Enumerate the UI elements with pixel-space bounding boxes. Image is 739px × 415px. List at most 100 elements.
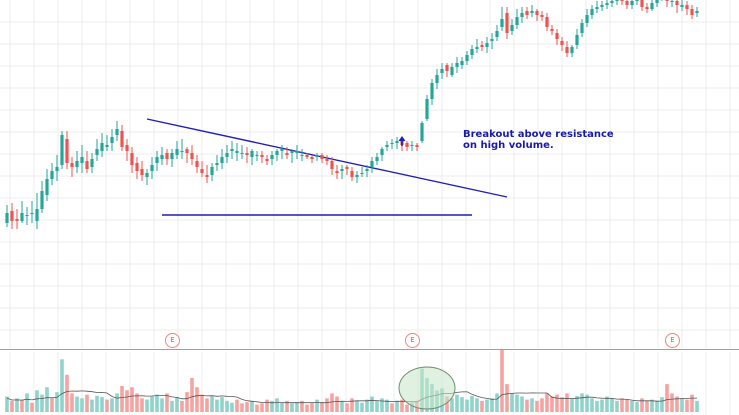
candle	[265, 155, 269, 165]
candle	[425, 95, 429, 121]
candle	[90, 153, 94, 173]
candle	[370, 157, 374, 173]
volume-bar	[685, 399, 689, 412]
candle-body	[475, 47, 479, 49]
candle-body	[685, 5, 689, 9]
volume-bar	[570, 398, 574, 412]
volume-bar	[220, 397, 224, 412]
volume-bar	[610, 398, 614, 412]
candle-body	[305, 155, 309, 157]
volume-bar	[15, 398, 19, 412]
candle	[350, 167, 354, 181]
volume-bar	[640, 398, 644, 412]
volume-bar	[305, 404, 309, 412]
candle	[480, 41, 484, 51]
candle-body	[530, 11, 534, 13]
candle-body	[645, 7, 649, 9]
volume-bar	[280, 402, 284, 412]
candle-body	[110, 137, 114, 143]
candle	[290, 149, 294, 163]
volume-bar	[535, 400, 539, 412]
candle-body	[320, 155, 324, 159]
candle-body	[230, 149, 234, 151]
candle-body	[95, 149, 99, 155]
volume-bar	[665, 384, 669, 412]
volume-bar	[200, 394, 204, 412]
candle	[330, 157, 334, 175]
earnings-marker[interactable]: E	[165, 333, 180, 348]
candle-body	[405, 143, 409, 147]
candle	[505, 7, 509, 39]
volume-bar	[590, 398, 594, 412]
candle	[115, 121, 119, 141]
candle-body	[335, 171, 339, 173]
volume-bar	[30, 402, 34, 412]
candle-body	[100, 143, 104, 151]
volume-bar	[85, 394, 89, 412]
volume-bar	[485, 399, 489, 412]
candle	[225, 145, 229, 163]
volume-bar	[510, 393, 514, 412]
candle	[540, 11, 544, 21]
candle-body	[420, 123, 424, 141]
candle-body	[635, 0, 639, 1]
candle	[365, 165, 369, 177]
candle-body	[75, 161, 79, 167]
candle-body	[595, 7, 599, 9]
candle-body	[640, 0, 644, 7]
candle-body	[200, 169, 204, 173]
volume-bar	[310, 402, 314, 412]
volume-bar	[45, 387, 49, 412]
volume-bar	[120, 385, 124, 412]
trendline-layer	[146, 118, 508, 216]
candle-body	[620, 0, 624, 1]
candle-body	[585, 15, 589, 23]
candle	[295, 145, 299, 159]
volume-bar	[140, 398, 144, 412]
candle-body	[220, 157, 224, 163]
volume-bar	[600, 399, 604, 412]
candle-body	[450, 67, 454, 75]
candle	[40, 181, 44, 213]
candle-body	[650, 3, 654, 9]
volume-bar	[50, 398, 54, 412]
earnings-marker[interactable]: E	[405, 333, 420, 348]
candle-body	[610, 1, 614, 3]
candle-body	[515, 17, 519, 25]
candle	[155, 151, 159, 171]
candle-body	[575, 35, 579, 45]
candle	[605, 0, 609, 9]
volume-bar	[660, 397, 664, 412]
volume-bar	[55, 392, 59, 412]
volume-bar	[40, 394, 44, 412]
candle-body	[550, 29, 554, 31]
candle	[280, 145, 284, 159]
earnings-marker[interactable]: E	[665, 333, 680, 348]
candle-body	[35, 209, 39, 221]
candle-body	[295, 151, 299, 153]
candle	[560, 37, 564, 51]
candle-body	[535, 11, 539, 15]
volume-bar	[330, 393, 334, 412]
candle-body	[445, 65, 449, 71]
candle-body	[175, 149, 179, 155]
volume-bar	[365, 399, 369, 412]
candle-body	[430, 83, 434, 99]
candle	[310, 155, 314, 163]
candle-body	[455, 63, 459, 67]
candle-body	[145, 173, 149, 177]
volume-bar	[135, 393, 139, 412]
volume-bar	[455, 394, 459, 412]
candle	[145, 169, 149, 185]
candle	[545, 13, 549, 31]
volume-bar	[180, 400, 184, 412]
candle-body	[505, 13, 509, 33]
volume-bar	[90, 399, 94, 412]
candle-body	[520, 13, 524, 17]
volume-bar	[650, 399, 654, 412]
candle	[320, 153, 324, 163]
candle	[260, 151, 264, 163]
volume-highlight-ellipse	[398, 366, 456, 410]
candle-body	[125, 145, 129, 151]
volume-bar	[185, 392, 189, 412]
